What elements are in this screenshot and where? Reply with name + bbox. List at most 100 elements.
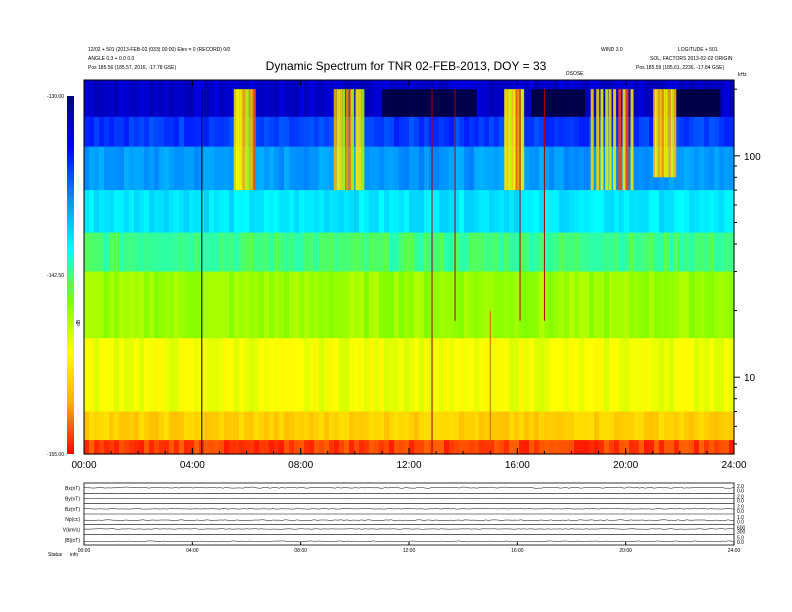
spectrum-cell — [104, 146, 110, 191]
spectrum-cell — [329, 190, 335, 234]
spectrum-cell — [494, 440, 500, 455]
spectrum-cell — [124, 411, 130, 441]
spectrum-cell — [589, 440, 595, 455]
spectrum-cell — [369, 440, 375, 455]
spectrum-cell — [449, 440, 455, 455]
spectrum-cell — [639, 190, 645, 234]
panel-right-tick: 2.0 — [737, 494, 744, 500]
spectrum-cell — [99, 190, 105, 234]
spectrum-cell — [459, 116, 465, 148]
spectrum-cell — [269, 440, 275, 455]
spectrum-cell — [534, 338, 540, 413]
spectrum-cell — [379, 411, 385, 441]
spectrum-cell — [654, 271, 660, 339]
spectrum-cell — [479, 146, 485, 191]
dark-patch — [381, 89, 477, 117]
spectrum-cell — [689, 338, 695, 413]
spectrum-cell — [694, 116, 700, 148]
spectrum-cell — [274, 80, 280, 118]
spectrum-cell — [94, 116, 100, 148]
spectrum-cell — [149, 440, 155, 455]
spectrum-cell — [99, 116, 105, 148]
spectrum-cell — [634, 271, 640, 339]
spectrum-cell — [514, 440, 520, 455]
spectrum-cell — [569, 190, 575, 234]
panel-series-line — [84, 528, 735, 530]
spectrum-cell — [129, 411, 135, 441]
spectrum-cell — [379, 80, 385, 118]
spectrum-cell — [149, 116, 155, 148]
spectrum-cell — [564, 116, 570, 148]
spectrum-cell — [289, 116, 295, 148]
spectrum-cell — [374, 146, 380, 191]
spectrum-cell — [224, 338, 230, 413]
spectrum-cell — [304, 411, 310, 441]
spectrum-cell — [164, 80, 170, 118]
spectrum-cell — [139, 338, 145, 413]
spectrum-cell — [614, 146, 620, 191]
spectrum-cell — [514, 271, 520, 339]
spectrum-cell — [679, 411, 685, 441]
radio-burst — [336, 89, 340, 191]
spectrum-cell — [474, 116, 480, 148]
spectrum-cell — [524, 271, 530, 339]
radio-burst — [513, 89, 517, 191]
spectrum-cell — [209, 232, 215, 273]
spectrum-cell — [229, 190, 235, 234]
spectrum-cell — [424, 116, 430, 148]
spectrum-cell — [149, 80, 155, 118]
spectrum-cell — [579, 411, 585, 441]
spectrum-cell — [459, 232, 465, 273]
spectrum-cell — [124, 440, 130, 455]
spectrum-cell — [404, 116, 410, 148]
radio-burst — [521, 89, 525, 191]
spectrum-cell — [509, 411, 515, 441]
spectrum-cell — [594, 190, 600, 234]
bottom-x-tick-label: 20:00 — [619, 548, 632, 554]
spectrum-cell — [239, 440, 245, 455]
spectrum-cell — [344, 411, 350, 441]
spectrum-cell — [304, 116, 310, 148]
spectrum-cell — [294, 232, 300, 273]
spectrum-cell — [369, 232, 375, 273]
spectrum-cell — [304, 338, 310, 413]
spectrum-cell — [464, 232, 470, 273]
spectrum-cell — [609, 271, 615, 339]
spectrum-cell — [539, 146, 545, 191]
spectrum-cell — [299, 232, 305, 273]
spectrum-cell — [309, 190, 315, 234]
spectrum-cell — [599, 338, 605, 413]
spectrum-cell — [724, 411, 730, 441]
spectrum-cell — [169, 80, 175, 118]
spectrum-cell — [349, 338, 355, 413]
spectrum-cell — [304, 440, 310, 455]
spectrum-cell — [729, 146, 735, 191]
spectrum-cell — [524, 190, 530, 234]
spectrum-cell — [679, 146, 685, 191]
radio-burst — [511, 89, 515, 191]
spectrum-cell — [419, 190, 425, 234]
spectrum-cell — [134, 271, 140, 339]
spectrum-cell — [404, 411, 410, 441]
spectrum-cell — [609, 338, 615, 413]
spectrum-cell — [179, 338, 185, 413]
spectrum-cell — [659, 338, 665, 413]
spectrum-cell — [229, 440, 235, 455]
spectrum-cell — [264, 440, 270, 455]
spectrum-cell — [369, 146, 375, 191]
spectrum-cell — [314, 116, 320, 148]
spectrum-cell — [709, 116, 715, 148]
spectrum-cell — [684, 190, 690, 234]
spectrum-cell — [324, 440, 330, 455]
spectrum-cell — [89, 440, 95, 455]
spectrum-cell — [444, 232, 450, 273]
spectrum-cell — [224, 232, 230, 273]
spectrum-cell — [704, 411, 710, 441]
spectrum-cell — [379, 116, 385, 148]
spectrum-cell — [379, 338, 385, 413]
spectrum-cell — [489, 80, 495, 118]
spectrum-cell — [714, 411, 720, 441]
spectrum-cell — [334, 338, 340, 413]
spectrum-cell — [729, 116, 735, 148]
spectrum-cell — [294, 440, 300, 455]
